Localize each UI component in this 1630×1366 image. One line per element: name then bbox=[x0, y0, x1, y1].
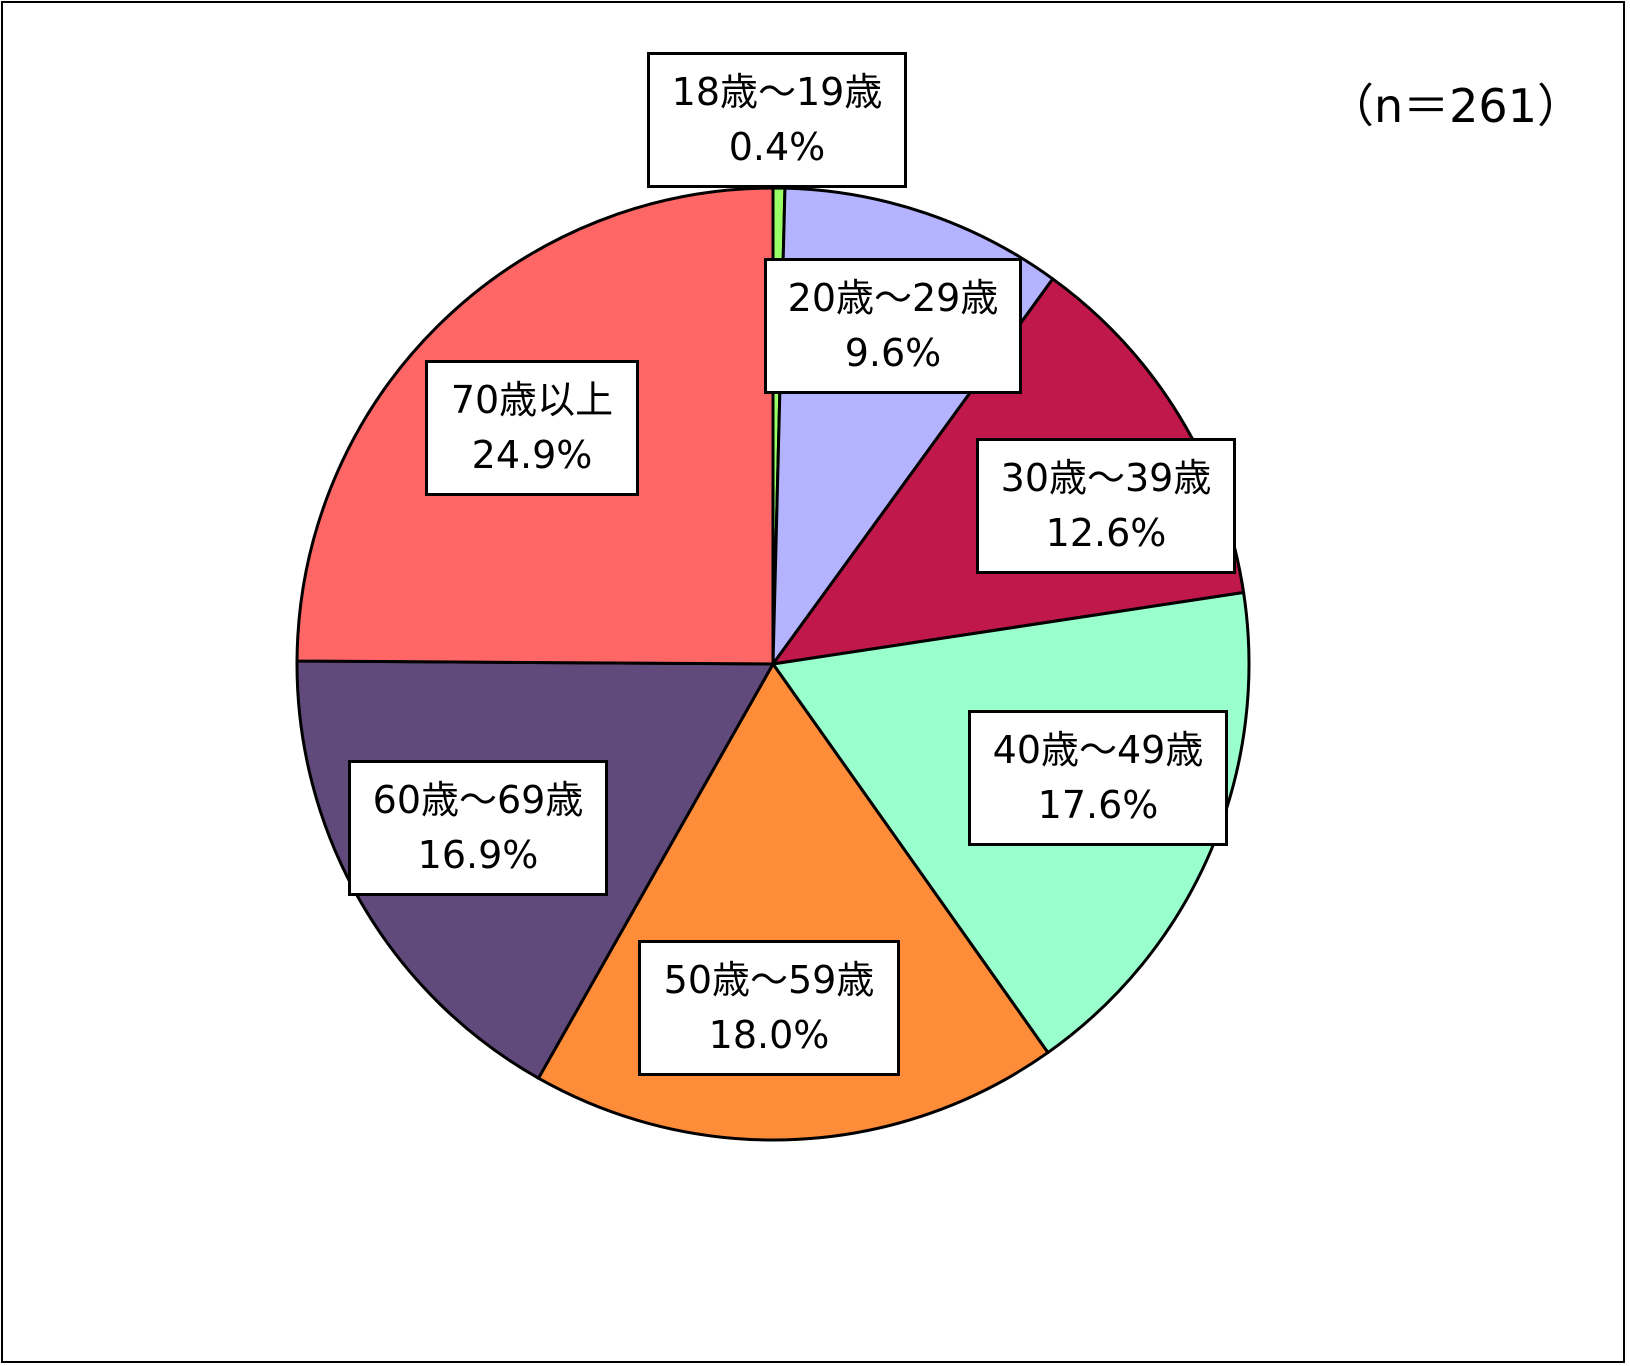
data-label-category: 40歳～49歳 bbox=[992, 727, 1204, 772]
data-label-20-29: 20歳～29歳 9.6% bbox=[764, 258, 1022, 394]
data-label-category: 20歳～29歳 bbox=[787, 275, 999, 320]
sample-size-note: （n＝261） bbox=[1328, 79, 1583, 133]
data-label-70-plus: 70歳以上 24.9% bbox=[425, 360, 639, 496]
data-label-category: 30歳～39歳 bbox=[1000, 455, 1212, 500]
data-label-category: 70歳以上 bbox=[450, 377, 614, 422]
data-label-value: 12.6% bbox=[1045, 511, 1167, 555]
data-label-value: 9.6% bbox=[844, 331, 942, 375]
data-label-30-39: 30歳～39歳 12.6% bbox=[976, 438, 1236, 574]
data-label-value: 0.4% bbox=[728, 125, 826, 169]
data-label-40-49: 40歳～49歳 17.6% bbox=[968, 710, 1228, 846]
data-label-category: 50歳～59歳 bbox=[663, 957, 875, 1002]
data-label-value: 24.9% bbox=[471, 433, 593, 477]
data-label-60-69: 60歳～69歳 16.9% bbox=[348, 760, 608, 896]
data-label-value: 17.6% bbox=[1037, 783, 1159, 827]
data-label-50-59: 50歳～59歳 18.0% bbox=[638, 940, 900, 1076]
data-label-value: 16.9% bbox=[417, 833, 539, 877]
data-label-category: 60歳～69歳 bbox=[372, 777, 584, 822]
data-label-value: 18.0% bbox=[708, 1013, 830, 1057]
data-label-category: 18歳～19歳 bbox=[671, 69, 883, 114]
data-label-18-19: 18歳～19歳 0.4% bbox=[647, 52, 907, 188]
